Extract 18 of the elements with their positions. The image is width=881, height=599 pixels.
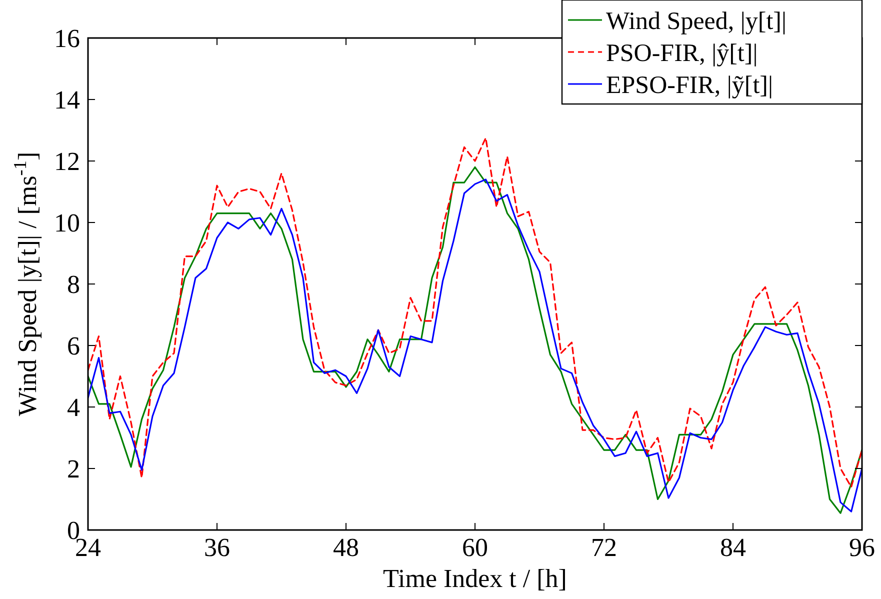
y-tick-label: 8 [67,270,80,299]
legend-label: Wind Speed, |y[t]| [606,8,786,35]
x-tick-label: 96 [849,533,875,562]
y-tick-label: 10 [54,208,80,238]
x-tick-label: 36 [204,533,230,562]
legend-label: PSO-FIR, |ŷ[t]| [606,40,758,67]
x-tick-label: 72 [591,533,617,562]
y-tick-label: 16 [54,24,80,53]
y-tick-label: 12 [54,147,80,176]
y-tick-label: 4 [67,393,80,422]
x-axis-title: Time Index t / [h] [383,564,567,593]
x-tick-label: 48 [333,533,359,562]
legend-label: EPSO-FIR, |ỹ[t]| [606,72,773,99]
x-tick-label: 60 [462,533,488,562]
y-tick-label: 2 [67,454,80,484]
x-tick-label: 84 [720,533,746,562]
y-tick-label: 6 [67,332,80,360]
y-tick-label: 14 [54,86,80,114]
